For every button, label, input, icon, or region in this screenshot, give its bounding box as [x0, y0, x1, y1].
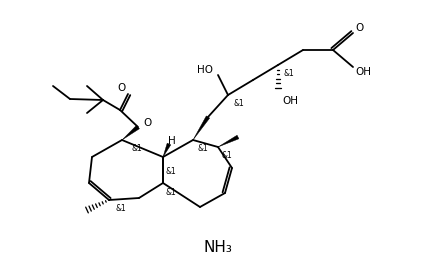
Text: OH: OH	[282, 96, 298, 106]
Text: H: H	[168, 136, 176, 146]
Text: &1: &1	[166, 188, 177, 197]
Text: &1: &1	[116, 204, 127, 213]
Text: OH: OH	[355, 67, 371, 77]
Text: &1: &1	[233, 99, 244, 108]
Text: &1: &1	[221, 151, 232, 160]
Text: NH₃: NH₃	[204, 240, 232, 256]
Polygon shape	[218, 135, 239, 147]
Text: O: O	[143, 118, 151, 128]
Polygon shape	[163, 143, 171, 157]
Text: &1: &1	[198, 144, 209, 153]
Text: &1: &1	[132, 144, 143, 153]
Text: O: O	[118, 83, 126, 93]
Polygon shape	[122, 125, 139, 140]
Polygon shape	[193, 116, 210, 140]
Text: HO: HO	[197, 65, 213, 75]
Text: O: O	[355, 23, 363, 33]
Text: &1: &1	[283, 69, 294, 78]
Text: &1: &1	[165, 167, 176, 176]
